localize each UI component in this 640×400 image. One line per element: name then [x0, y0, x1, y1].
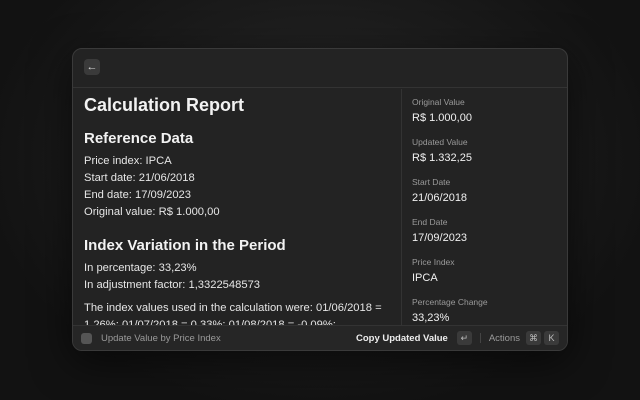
reference-line: Original value: R$ 1.000,00 — [84, 206, 220, 218]
reference-line: Start date: 21/06/2018 — [84, 172, 195, 184]
variation-heading: Index Variation in the Period — [84, 237, 286, 254]
k-key-icon: K — [544, 331, 559, 345]
metadata-label: Percentage Change — [412, 297, 488, 307]
variation-line: In adjustment factor: 1,3322548573 — [84, 279, 261, 291]
metadata-value: IPCA — [412, 272, 438, 284]
variation-line: In percentage: 33,23% — [84, 262, 197, 274]
metadata-value: 33,23% — [412, 312, 450, 324]
action-bar: Update Value by Price Index Copy Updated… — [73, 325, 567, 350]
copy-updated-value-button[interactable]: Copy Updated Value — [355, 332, 448, 344]
reference-heading: Reference Data — [84, 130, 194, 147]
calculator-icon — [81, 332, 92, 344]
metadata-value: R$ 1.332,25 — [412, 152, 472, 164]
back-button[interactable]: ← — [84, 59, 100, 75]
metadata-panel: Original Value R$ 1.000,00 Updated Value… — [401, 89, 567, 327]
command-key-icon: ⌘ — [526, 331, 541, 345]
metadata-label: Updated Value — [412, 137, 468, 147]
app-window: ← Calculation Report Reference Data Pric… — [72, 48, 568, 351]
arrow-left-icon: ← — [86, 61, 98, 73]
actions-button[interactable]: Actions — [488, 332, 520, 344]
metadata-value: 21/06/2018 — [412, 192, 468, 204]
page-title: Calculation Report — [84, 95, 245, 115]
report-content: Calculation Report Reference Data Price … — [73, 89, 401, 327]
metadata-label: Original Value — [412, 97, 465, 107]
reference-line: Price index: IPCA — [84, 155, 172, 167]
metadata-label: End Date — [412, 217, 448, 227]
enter-key-icon: ↵ — [456, 331, 472, 345]
reference-line: End date: 17/09/2023 — [84, 189, 191, 201]
header: ← — [73, 49, 567, 88]
metadata-label: Start Date — [412, 177, 451, 187]
metadata-value: 17/09/2023 — [412, 232, 468, 244]
index-values-paragraph: The index values used in the calculation… — [84, 302, 382, 327]
metadata-label: Price Index — [412, 257, 455, 267]
divider — [479, 333, 481, 343]
command-title: Update Value by Price Index — [101, 332, 221, 344]
metadata-value: R$ 1.000,00 — [412, 112, 472, 124]
